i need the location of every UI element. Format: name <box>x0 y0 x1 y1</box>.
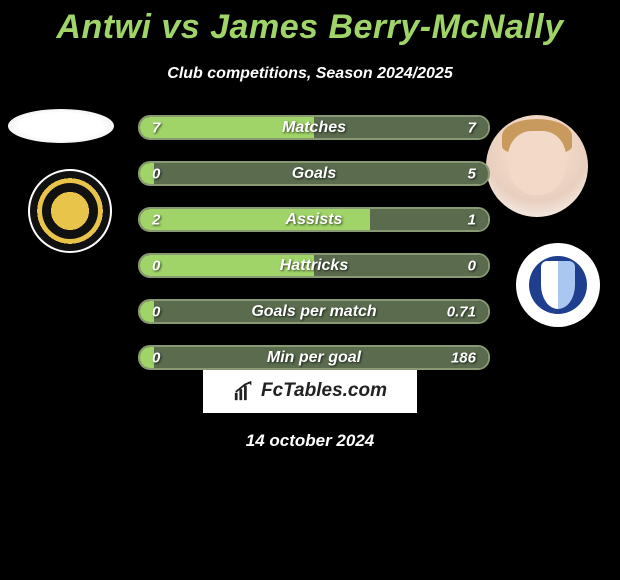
stat-bar-row: 05Goals <box>138 161 490 186</box>
stat-label: Goals <box>140 165 488 183</box>
stat-label: Min per goal <box>140 349 488 367</box>
club-left-crest <box>28 169 112 253</box>
comparison-title: Antwi vs James Berry-McNally <box>0 0 620 47</box>
stat-label: Matches <box>140 119 488 137</box>
stat-label: Goals per match <box>140 303 488 321</box>
stat-bar-row: 0186Min per goal <box>138 345 490 370</box>
stat-bars: 77Matches 05Goals 21Assists 00Hattricks 00.7… <box>138 115 490 391</box>
stat-bar-row: 00.71Goals per match <box>138 299 490 324</box>
stat-label: Assists <box>140 211 488 229</box>
player-right-avatar <box>486 115 588 217</box>
stat-label: Hattricks <box>140 257 488 275</box>
stat-bar-row: 00Hattricks <box>138 253 490 278</box>
stat-bar-row: 21Assists <box>138 207 490 232</box>
player-left-avatar <box>8 109 114 143</box>
club-right-crest <box>516 243 600 327</box>
comparison-subtitle: Club competitions, Season 2024/2025 <box>0 65 620 83</box>
stat-bar-row: 77Matches <box>138 115 490 140</box>
comparison-date: 14 october 2024 <box>0 431 620 451</box>
